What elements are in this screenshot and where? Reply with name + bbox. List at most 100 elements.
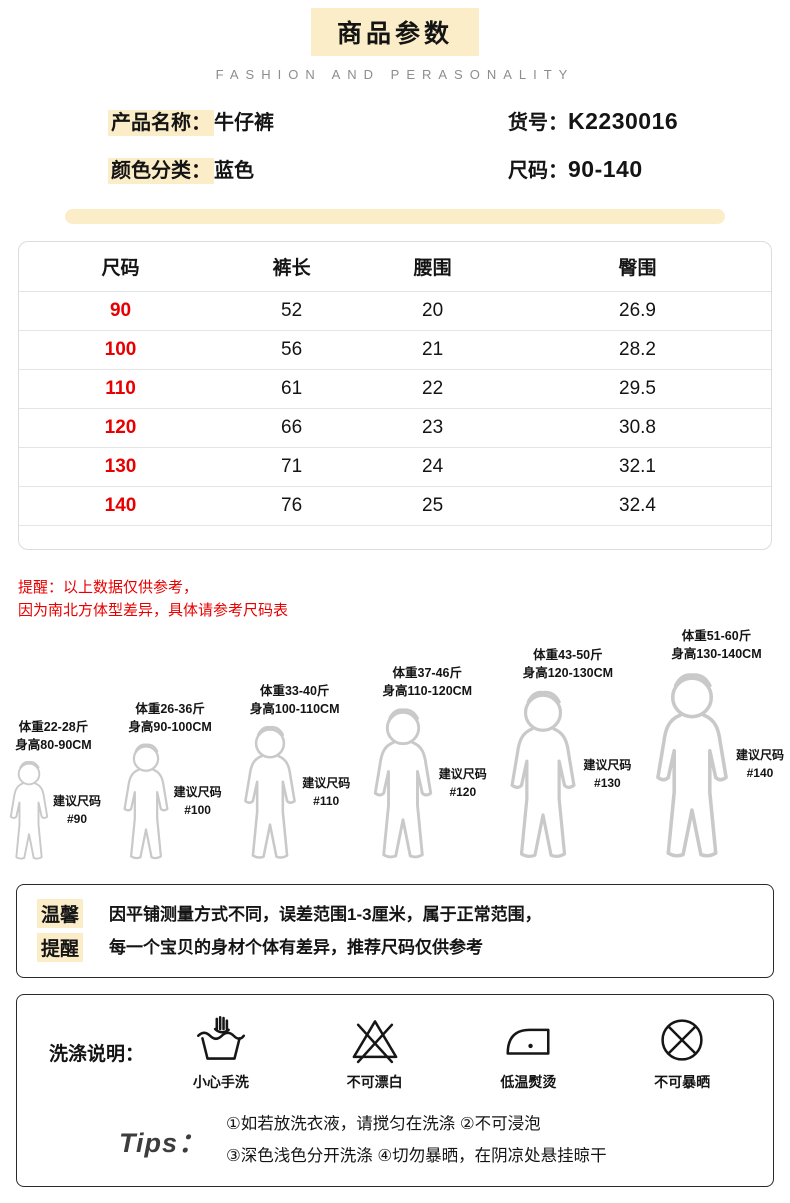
header: 商品参数 FASHION AND PERASONALITY xyxy=(0,0,790,82)
item-number-label: 货号： xyxy=(508,112,568,134)
suggest-text: 建议尺码 xyxy=(173,784,222,799)
decorative-bar xyxy=(65,209,725,224)
suggest-size-label: 建议尺码 #100 xyxy=(174,783,222,819)
guide-height: 身高110-120CM xyxy=(382,683,473,698)
warm-tips-label-top: 温馨 xyxy=(37,899,84,929)
guide-height: 身高90-100CM xyxy=(128,719,212,734)
size-notice: 提醒：以上数据仅供参考， 因为南北方体型差异，具体请参考尺码表 xyxy=(18,576,790,623)
table-cell: 52 xyxy=(281,300,303,321)
table-row: 90 52 20 26.9 xyxy=(19,291,771,330)
suggest-size-label: 建议尺码 #110 xyxy=(302,774,350,810)
table-cell: 26.9 xyxy=(619,300,656,321)
header-cell-pant-length: 裤长 xyxy=(272,258,311,279)
page-subtitle: FASHION AND PERASONALITY xyxy=(215,67,575,82)
no-sun-icon xyxy=(661,1019,703,1061)
guide-weight-height: 体重33-40斤 身高100-110CM xyxy=(250,682,340,718)
guide-height: 身高80-90CM xyxy=(15,737,92,752)
guide-weight: 体重33-40斤 xyxy=(259,683,330,698)
table-cell: 120 xyxy=(104,417,137,438)
table-cell: 130 xyxy=(104,456,137,477)
tips-label: Tips： xyxy=(119,1127,207,1158)
child-figure-icon xyxy=(656,672,728,858)
product-name-label: 产品名称： xyxy=(108,110,214,136)
page-title: 商品参数 xyxy=(310,8,479,56)
washing-caption: 不可漂白 xyxy=(346,1074,403,1091)
tips-line: ①如若放洗衣液，请搅匀在洗涤 ②不可浸泡 xyxy=(226,1115,541,1134)
suggest-size-label: 建议尺码 #140 xyxy=(736,746,784,782)
washing-box: 洗涤说明： 小心手洗 xyxy=(16,994,774,1188)
suggest-size: #90 xyxy=(66,811,88,826)
table-cell: 56 xyxy=(281,339,303,360)
table-row: 140 76 25 32.4 xyxy=(19,486,771,525)
item-number-field: 货号：K2230016 xyxy=(508,106,790,135)
warm-tips-box: 温馨 提醒 因平铺测量方式不同，误差范围1-3厘米，属于正常范围， 每一个宝贝的… xyxy=(16,883,774,979)
table-cell: 76 xyxy=(281,495,303,516)
size-range-field: 尺码：90-140 xyxy=(508,154,790,183)
color-label: 颜色分类： xyxy=(108,158,214,184)
child-figure-icon xyxy=(123,743,169,859)
table-cell: 28.2 xyxy=(619,339,656,360)
table-cell: 66 xyxy=(281,417,303,438)
warm-tips-line: 因平铺测量方式不同，误差范围1-3厘米，属于正常范围， xyxy=(109,904,542,924)
suggest-text: 建议尺码 xyxy=(302,775,351,790)
suggest-size: #110 xyxy=(313,793,340,808)
warm-tips-label: 温馨 提醒 xyxy=(37,899,84,963)
washing-caption: 小心手洗 xyxy=(192,1074,249,1091)
suggest-size: #100 xyxy=(184,802,211,817)
washing-item: 不可漂白 xyxy=(347,1013,403,1092)
child-figure-icon xyxy=(244,725,297,859)
suggest-text: 建议尺码 xyxy=(438,766,487,781)
guide-weight-height: 体重37-46斤 身高110-120CM xyxy=(382,664,472,700)
table-cell: 21 xyxy=(422,339,444,360)
table-cell: 29.5 xyxy=(619,378,656,399)
table-row: 120 66 23 30.8 xyxy=(19,408,771,447)
table-cell: 110 xyxy=(105,378,136,399)
color-field: 颜色分类： 蓝色 xyxy=(108,154,508,184)
table-cell: 23 xyxy=(422,417,444,438)
suggest-text: 建议尺码 xyxy=(53,793,102,808)
notice-line: 提醒：以上数据仅供参考， xyxy=(18,579,199,596)
table-cell: 61 xyxy=(281,378,303,399)
size-table: 尺码 裤长 腰围 臀围 90 52 20 26.9 100 56 21 28.2… xyxy=(18,241,772,550)
guide-height: 身高100-110CM xyxy=(249,701,340,716)
tips-row: Tips： ①如若放洗衣液，请搅匀在洗涤 ②不可浸泡 ③深色浅色分开洗涤 ④切勿… xyxy=(31,1108,759,1172)
tips-line: ③深色浅色分开洗涤 ④切勿暴晒，在阴凉处悬挂晾干 xyxy=(226,1147,607,1166)
table-cell: 32.4 xyxy=(619,495,656,516)
table-cell: 30.8 xyxy=(619,417,656,438)
guide-weight: 体重26-36斤 xyxy=(135,701,205,716)
guide-weight-height: 体重43-50斤 身高120-130CM xyxy=(523,646,613,682)
table-cell: 71 xyxy=(281,456,303,477)
size-guide-item: 体重37-46斤 身高110-120CM 建议尺码 #120 xyxy=(368,664,487,862)
table-cell: 22 xyxy=(422,378,444,399)
suggest-size-label: 建议尺码 #90 xyxy=(53,792,101,828)
suggest-size-label: 建议尺码 #120 xyxy=(439,765,487,801)
suggest-size-label: 建议尺码 #130 xyxy=(583,756,631,792)
washing-label: 洗涤说明： xyxy=(49,1044,145,1066)
guide-weight: 体重37-46斤 xyxy=(392,665,463,680)
low-temp-iron-icon xyxy=(506,1028,550,1055)
washing-item: 不可暴晒 xyxy=(654,1013,710,1092)
guide-height: 身高120-130CM xyxy=(522,665,614,680)
tips-text: ①如若放洗衣液，请搅匀在洗涤 ②不可浸泡 ③深色浅色分开洗涤 ④切勿暴晒，在阴凉… xyxy=(226,1108,607,1172)
guide-weight-height: 体重26-36斤 身高90-100CM xyxy=(128,700,211,736)
washing-icons-row: 洗涤说明： 小心手洗 xyxy=(31,1013,759,1092)
size-guide-item: 体重22-28斤 身高80-90CM 建议尺码 #90 xyxy=(6,718,101,862)
table-row: 130 71 24 32.1 xyxy=(19,447,771,486)
table-cell: 25 xyxy=(422,495,444,516)
table-cell: 32.1 xyxy=(619,456,656,477)
size-table-header-row: 尺码 裤长 腰围 臀围 xyxy=(19,242,771,291)
warm-tips-label-bottom: 提醒 xyxy=(37,933,84,963)
guide-weight: 体重22-28斤 xyxy=(18,719,89,734)
suggest-text: 建议尺码 xyxy=(583,757,632,772)
product-info: 产品名称： 牛仔裤 货号：K2230016 颜色分类： 蓝色 尺码：90-140 xyxy=(108,106,790,184)
guide-height: 身高130-140CM xyxy=(671,646,762,661)
product-name-field: 产品名称： 牛仔裤 xyxy=(108,106,508,136)
hand-wash-icon xyxy=(196,1015,245,1060)
child-figure-icon xyxy=(373,708,432,859)
child-figure-icon xyxy=(510,690,576,858)
warm-tips-text: 因平铺测量方式不同，误差范围1-3厘米，属于正常范围， 每一个宝贝的身材个体有差… xyxy=(109,898,542,964)
size-range-label: 尺码： xyxy=(508,160,568,182)
header-cell-waist: 腰围 xyxy=(413,258,452,279)
size-range-value: 90-140 xyxy=(568,156,643,182)
